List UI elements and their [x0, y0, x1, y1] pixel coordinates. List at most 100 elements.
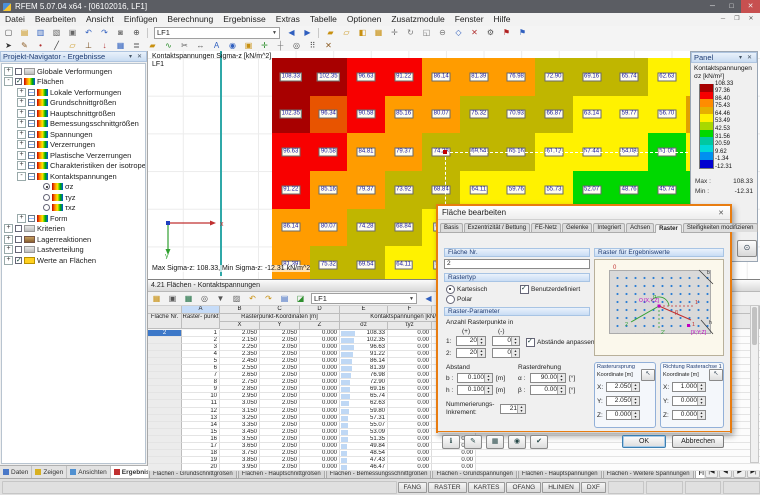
tree-item[interactable]: Charakteristiken der isotropen Fläche: [2, 161, 145, 172]
cell-x[interactable]: 2.450: [220, 358, 260, 366]
cell-z[interactable]: 0.000: [300, 379, 340, 387]
tree-item[interactable]: Spannungen: [2, 129, 145, 140]
cell-tau-yz[interactable]: 0.00: [388, 379, 432, 387]
tree-checkbox[interactable]: [15, 67, 22, 75]
cell-tau-yz[interactable]: 0.00: [388, 330, 432, 338]
visibility-icon[interactable]: ◉: [229, 40, 236, 50]
cell-y[interactable]: 2.050: [260, 358, 300, 366]
cell-flaeche-nr[interactable]: [148, 400, 182, 408]
cell-tau-xz[interactable]: 0.00: [432, 456, 476, 464]
tree-item[interactable]: Globale Verformungen: [2, 66, 145, 77]
tree-expander-icon[interactable]: [17, 140, 26, 150]
tree-expander-icon[interactable]: [17, 119, 26, 129]
cell-rasterpunkt[interactable]: 6: [182, 365, 220, 373]
mdi-minimize-button[interactable]: ─: [720, 16, 726, 22]
text-comment-icon[interactable]: A: [213, 40, 220, 50]
cell-sigma-z[interactable]: 86.14: [340, 358, 388, 366]
menu-item[interactable]: Optionen: [346, 14, 382, 24]
cell-tau-yz[interactable]: 0.00: [388, 435, 432, 443]
cell-rasterpunkt[interactable]: 18: [182, 449, 220, 457]
status-toggle-button[interactable]: DXF: [580, 481, 606, 493]
tree-item[interactable]: Plastische Verzerrungen: [2, 150, 145, 161]
cell-flaeche-nr[interactable]: [148, 358, 182, 366]
cell-flaeche-nr[interactable]: [148, 428, 182, 436]
cell-rasterpunkt[interactable]: 1: [182, 330, 220, 338]
cell-tau-yz[interactable]: 0.00: [388, 351, 432, 359]
cell-sigma-z[interactable]: 59.80: [340, 407, 388, 415]
cell-y[interactable]: 2.050: [260, 449, 300, 457]
dxf-icon[interactable]: ✕: [325, 40, 332, 50]
redo-icon[interactable]: ↷: [101, 28, 108, 37]
status-toggle-button[interactable]: RASTER: [428, 481, 467, 493]
tree-checkbox[interactable]: [28, 151, 35, 159]
cell-tau-xz[interactable]: 0.00: [432, 449, 476, 457]
tree-checkbox[interactable]: [28, 99, 35, 107]
status-toggle-button[interactable]: FANG: [397, 481, 428, 493]
table-view-icon[interactable]: ▦: [152, 294, 161, 303]
cell-y[interactable]: 2.050: [260, 372, 300, 380]
cell-rasterpunkt[interactable]: 4: [182, 351, 220, 359]
cell-z[interactable]: 0.000: [300, 337, 340, 345]
cell-tau-yz[interactable]: 0.00: [388, 456, 432, 464]
table-loadcase-combo[interactable]: LF1 ▼: [311, 293, 417, 304]
scrollbar-thumb[interactable]: [752, 307, 757, 345]
cell-x[interactable]: 2.750: [220, 379, 260, 387]
cell-tau-yz[interactable]: 0.00: [388, 421, 432, 429]
richtung-x-spinner[interactable]: 1.000 ▲ ▼: [672, 382, 706, 392]
load-icon[interactable]: ↓: [102, 40, 107, 50]
cell-y[interactable]: 2.050: [260, 379, 300, 387]
cell-rasterpunkt[interactable]: 12: [182, 407, 220, 415]
cell-tau-yz[interactable]: 0.00: [388, 400, 432, 408]
menu-item[interactable]: Zusatzmodule: [391, 14, 445, 24]
nummerierung-inkrement-spinner[interactable]: 21 ▲ ▼: [500, 404, 526, 414]
cell-rasterpunkt[interactable]: 7: [182, 372, 220, 380]
move-view-icon[interactable]: ✛: [391, 28, 398, 37]
tree-expander-icon[interactable]: [4, 66, 13, 76]
dialog-tab[interactable]: Raster: [655, 224, 682, 233]
cell-x[interactable]: 3.750: [220, 449, 260, 457]
edit-comment-button[interactable]: ✎: [464, 435, 482, 449]
zoom-out-icon[interactable]: ⊖: [439, 28, 446, 37]
render-icon[interactable]: ◙: [118, 28, 123, 37]
tree-checkbox[interactable]: [15, 77, 22, 86]
dialog-tab[interactable]: Gelenke: [562, 223, 593, 232]
cell-flaeche-nr[interactable]: [148, 365, 182, 373]
deformation-icon[interactable]: ∿: [165, 40, 172, 50]
tree-expander-icon[interactable]: [17, 171, 26, 181]
tree-item[interactable]: τyz: [2, 192, 145, 203]
cell-rasterpunkt[interactable]: 20: [182, 463, 220, 471]
tree-checkbox[interactable]: [43, 183, 50, 191]
cell-sigma-z[interactable]: 96.63: [340, 344, 388, 352]
surface-icon[interactable]: ▱: [69, 40, 76, 50]
cell-x[interactable]: 3.450: [220, 428, 260, 436]
column-letter-A[interactable]: A: [182, 306, 220, 314]
cell-z[interactable]: 0.000: [300, 393, 340, 401]
node-icon[interactable]: •: [39, 40, 42, 50]
navigator-tab[interactable]: Zeigen: [32, 466, 68, 478]
benutzerdefiniert-checkbox[interactable]: Benutzerdefiniert: [520, 284, 580, 294]
beta-spinner[interactable]: 0.00 ▲ ▼: [530, 385, 566, 395]
cell-x[interactable]: 2.650: [220, 372, 260, 380]
prev-table-icon[interactable]: ◀: [425, 294, 432, 303]
cell-flaeche-nr[interactable]: [148, 456, 182, 464]
tree-item[interactable]: τxz: [2, 203, 145, 214]
navigator-toggle-icon[interactable]: ◧: [358, 28, 367, 37]
cell-y[interactable]: 2.050: [260, 442, 300, 450]
cell-sigma-z[interactable]: 65.74: [340, 393, 388, 401]
panel-close-icon[interactable]: ✕: [746, 55, 753, 61]
open-folder-icon[interactable]: ▤: [20, 28, 29, 37]
tree-item[interactable]: Kriterien: [2, 224, 145, 235]
cell-z[interactable]: 0.000: [300, 442, 340, 450]
status-toggle-button[interactable]: KARTES: [467, 481, 506, 493]
cell-rasterpunkt[interactable]: 17: [182, 442, 220, 450]
views-icon[interactable]: ▣: [244, 40, 253, 50]
menu-item[interactable]: Datei: [5, 14, 25, 24]
tree-item[interactable]: Lokale Verformungen: [2, 87, 145, 98]
calculate-icon[interactable]: ≣: [133, 40, 140, 50]
cell-x[interactable]: 3.350: [220, 421, 260, 429]
tree-checkbox[interactable]: [15, 235, 22, 243]
cell-sigma-z[interactable]: 108.33: [340, 330, 388, 338]
cell-x[interactable]: 2.350: [220, 351, 260, 359]
cell-x[interactable]: 2.950: [220, 393, 260, 401]
cell-flaeche-nr[interactable]: [148, 442, 182, 450]
